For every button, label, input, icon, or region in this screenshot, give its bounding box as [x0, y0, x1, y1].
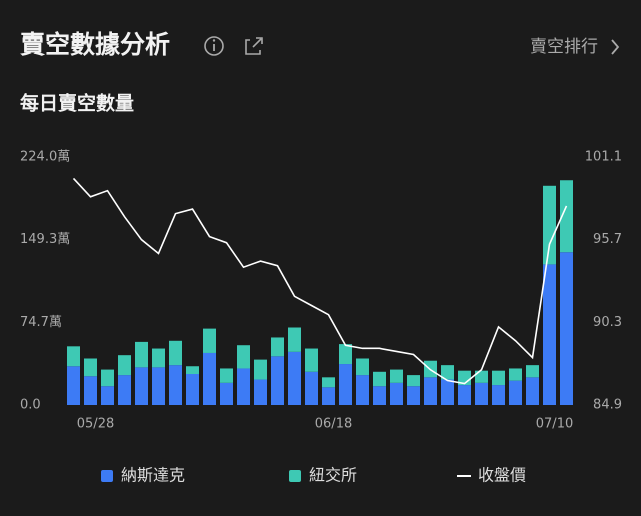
bar [135, 341, 148, 368]
bar [339, 364, 352, 405]
bar [203, 352, 216, 405]
bar [186, 366, 199, 374]
bar [424, 377, 437, 405]
bar [322, 387, 335, 405]
bar [288, 351, 301, 405]
legend-label: 收盤價 [478, 466, 526, 485]
y2-tick-label: 90.3 [593, 315, 622, 330]
bar [305, 348, 318, 372]
y2-tick-label: 95.7 [593, 232, 622, 247]
bar [254, 359, 267, 380]
bar [152, 367, 165, 405]
chart-title: 每日賣空數量 [20, 92, 134, 115]
bar [67, 346, 80, 367]
bar [84, 376, 97, 405]
y-tick-label: 74.7萬 [20, 315, 62, 330]
legend-swatch [101, 470, 113, 482]
bar [475, 382, 488, 405]
bar [169, 340, 182, 366]
bar [101, 369, 114, 387]
bar [237, 345, 250, 369]
bar [305, 371, 318, 405]
bar [492, 370, 505, 386]
bar [509, 380, 522, 405]
bar [356, 358, 369, 376]
y-tick-label: 149.3萬 [20, 232, 70, 247]
legend-swatch [289, 470, 301, 482]
bar [543, 264, 556, 405]
bar [135, 367, 148, 405]
y2-tick-label: 101.1 [585, 150, 622, 165]
bar [356, 375, 369, 405]
y2-tick-label: 84.9 [593, 398, 622, 413]
bar [390, 382, 403, 405]
bar [220, 382, 233, 405]
bar [560, 180, 573, 253]
bar [152, 348, 165, 368]
price-line [72, 177, 568, 385]
share-icon[interactable] [245, 37, 263, 55]
info-icon[interactable] [204, 36, 224, 56]
bar [203, 328, 216, 353]
bar [339, 344, 352, 365]
x-tick-label: 05/28 [77, 417, 114, 432]
bar [407, 375, 420, 387]
bar [186, 374, 199, 405]
bar [526, 365, 539, 378]
y-tick-label: 0.0 [20, 398, 41, 413]
bar [322, 377, 335, 388]
bar [373, 386, 386, 405]
bar [118, 375, 131, 405]
bar [271, 356, 284, 405]
bar [373, 371, 386, 387]
bar [407, 386, 420, 405]
bar [475, 370, 488, 383]
bar [458, 385, 471, 405]
bar [254, 379, 267, 405]
x-tick-label: 07/10 [536, 417, 573, 432]
bar [101, 386, 114, 405]
bar [220, 368, 233, 383]
bar [441, 365, 454, 380]
bar [492, 385, 505, 405]
legend-label: 紐交所 [309, 466, 357, 485]
bar [288, 327, 301, 352]
bar [67, 366, 80, 405]
bar [169, 365, 182, 405]
chevron[interactable] [611, 39, 620, 55]
bar [84, 358, 97, 377]
x-tick-label: 06/18 [315, 417, 352, 432]
bar [509, 368, 522, 381]
bar [526, 377, 539, 405]
bar [560, 252, 573, 405]
bar [390, 369, 403, 383]
bar [271, 337, 284, 357]
ranking-link[interactable]: 賣空排行 [530, 37, 598, 57]
y-tick-label: 224.0萬 [20, 150, 70, 165]
legend-label: 納斯達克 [121, 466, 185, 485]
bar [118, 355, 131, 376]
bar [441, 379, 454, 405]
bar [237, 368, 250, 405]
page-title: 賣空數據分析 [20, 30, 170, 59]
bar [543, 185, 556, 265]
